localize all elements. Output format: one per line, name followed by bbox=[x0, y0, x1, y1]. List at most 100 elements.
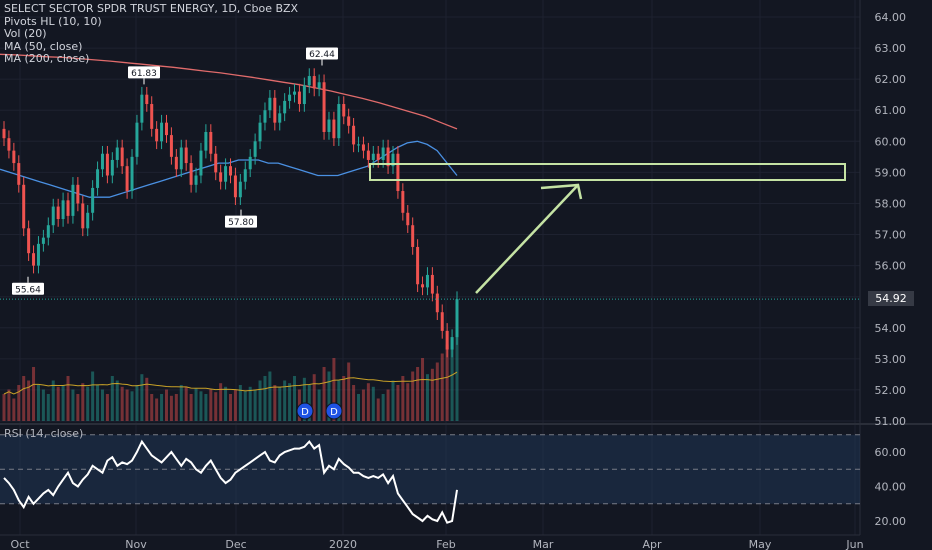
rsi-band bbox=[0, 434, 860, 504]
candle-body bbox=[253, 141, 257, 157]
volume-bar bbox=[169, 395, 173, 421]
price-tick-label: 63.00 bbox=[875, 42, 907, 55]
candle-body bbox=[140, 94, 144, 123]
candle-body bbox=[86, 212, 90, 229]
candle-body bbox=[435, 293, 439, 313]
price-tick-label: 52.00 bbox=[875, 384, 907, 397]
volume-bar bbox=[204, 394, 208, 421]
volume-bar bbox=[110, 376, 114, 421]
volume-bar bbox=[56, 386, 60, 421]
candle-body bbox=[194, 175, 198, 185]
candle-body bbox=[160, 122, 164, 142]
candle-body bbox=[189, 163, 193, 185]
candle-body bbox=[283, 100, 287, 114]
volume-bar bbox=[160, 394, 164, 421]
candle-body bbox=[307, 76, 311, 86]
annotation-arrow[interactable] bbox=[475, 183, 583, 294]
time-tick-label: Dec bbox=[225, 538, 246, 550]
volume-bars bbox=[2, 335, 459, 421]
volume-bar bbox=[366, 383, 370, 421]
candle-body bbox=[229, 166, 232, 176]
volume-bar bbox=[430, 368, 434, 421]
candle-body bbox=[302, 85, 306, 105]
legend-pivots: Pivots HL (10, 10) bbox=[4, 14, 102, 28]
candle-body bbox=[445, 330, 449, 350]
rsi-legend: RSI (14, close) bbox=[4, 427, 84, 440]
volume-bar bbox=[288, 383, 292, 421]
candle-body bbox=[421, 284, 425, 288]
candle-body bbox=[391, 153, 395, 167]
candle-body bbox=[352, 125, 356, 145]
time-tick-label: Nov bbox=[125, 538, 147, 550]
candle-body bbox=[120, 147, 124, 167]
volume-bar bbox=[224, 386, 228, 421]
candle-body bbox=[125, 166, 129, 192]
candle-body bbox=[41, 237, 45, 244]
volume-bar bbox=[396, 385, 400, 421]
candle-body bbox=[376, 153, 380, 160]
volume-bar bbox=[440, 353, 444, 421]
time-tick-label: Mar bbox=[533, 538, 554, 550]
candle-body bbox=[66, 200, 70, 216]
pivot-labels: 55.64 61.83 57.80 62.44 bbox=[12, 47, 338, 295]
candle-body bbox=[199, 150, 203, 176]
candle-body bbox=[430, 274, 434, 294]
candle-body bbox=[164, 122, 168, 136]
dividend-marker bbox=[325, 402, 343, 420]
candle-body bbox=[115, 147, 119, 160]
volume-bar bbox=[81, 383, 85, 421]
candle-body bbox=[371, 153, 375, 160]
volume-bar bbox=[189, 394, 193, 421]
volume-bar bbox=[125, 389, 129, 421]
pivot-label-box bbox=[128, 66, 160, 79]
price-tick-label: 53.00 bbox=[875, 353, 907, 366]
candle-body bbox=[46, 225, 50, 238]
candles bbox=[2, 68, 459, 358]
resistance-zone-box[interactable] bbox=[369, 163, 846, 181]
volume-bar bbox=[435, 362, 439, 421]
candle-body bbox=[12, 150, 16, 164]
last-price-badge: 54.92 bbox=[868, 291, 914, 306]
volume-bar bbox=[401, 376, 405, 421]
volume-bar bbox=[243, 391, 247, 421]
volume-bar bbox=[150, 394, 154, 421]
volume-bar bbox=[12, 398, 16, 421]
candle-body bbox=[204, 131, 208, 151]
volume-ma-line bbox=[3, 371, 458, 395]
candle-body bbox=[184, 147, 188, 164]
volume-bar bbox=[278, 386, 282, 421]
pivot-label-text: 57.80 bbox=[228, 218, 254, 228]
rsi-axis[interactable]: 60.00 40.00 20.00 bbox=[875, 446, 907, 528]
ma200-line bbox=[0, 53, 458, 130]
time-axis[interactable]: Oct Nov Dec 2020 Feb Mar Apr May Jun bbox=[10, 538, 863, 550]
volume-bar bbox=[263, 376, 267, 421]
price-axis[interactable]: 64.00 63.00 62.00 61.00 60.00 59.00 58.00 57.00… bbox=[875, 11, 907, 428]
volume-bar bbox=[347, 362, 351, 421]
volume-bar bbox=[317, 389, 321, 421]
volume-bar bbox=[194, 388, 198, 421]
pivot-label-box bbox=[12, 282, 44, 295]
candle-body bbox=[96, 169, 100, 188]
candle-body bbox=[145, 94, 149, 105]
candle-body bbox=[322, 82, 326, 132]
price-tick-label: 58.00 bbox=[875, 197, 907, 210]
volume-bar bbox=[105, 394, 109, 421]
volume-bar bbox=[46, 394, 50, 421]
price-tick-label: 54.00 bbox=[875, 322, 907, 335]
volume-bar bbox=[179, 385, 183, 421]
candle-body bbox=[71, 184, 75, 216]
candle-body bbox=[56, 206, 60, 219]
volume-bar bbox=[135, 385, 139, 421]
candle-body bbox=[155, 128, 159, 142]
time-tick-label: 2020 bbox=[329, 538, 357, 550]
candle-body bbox=[243, 169, 247, 182]
volume-bar bbox=[115, 380, 119, 421]
candle-body bbox=[36, 243, 40, 266]
price-tick-label: 60.00 bbox=[875, 135, 907, 148]
ma50-line bbox=[0, 140, 458, 198]
candle-body bbox=[450, 337, 454, 350]
candle-body bbox=[258, 122, 262, 142]
volume-bar bbox=[17, 385, 21, 421]
